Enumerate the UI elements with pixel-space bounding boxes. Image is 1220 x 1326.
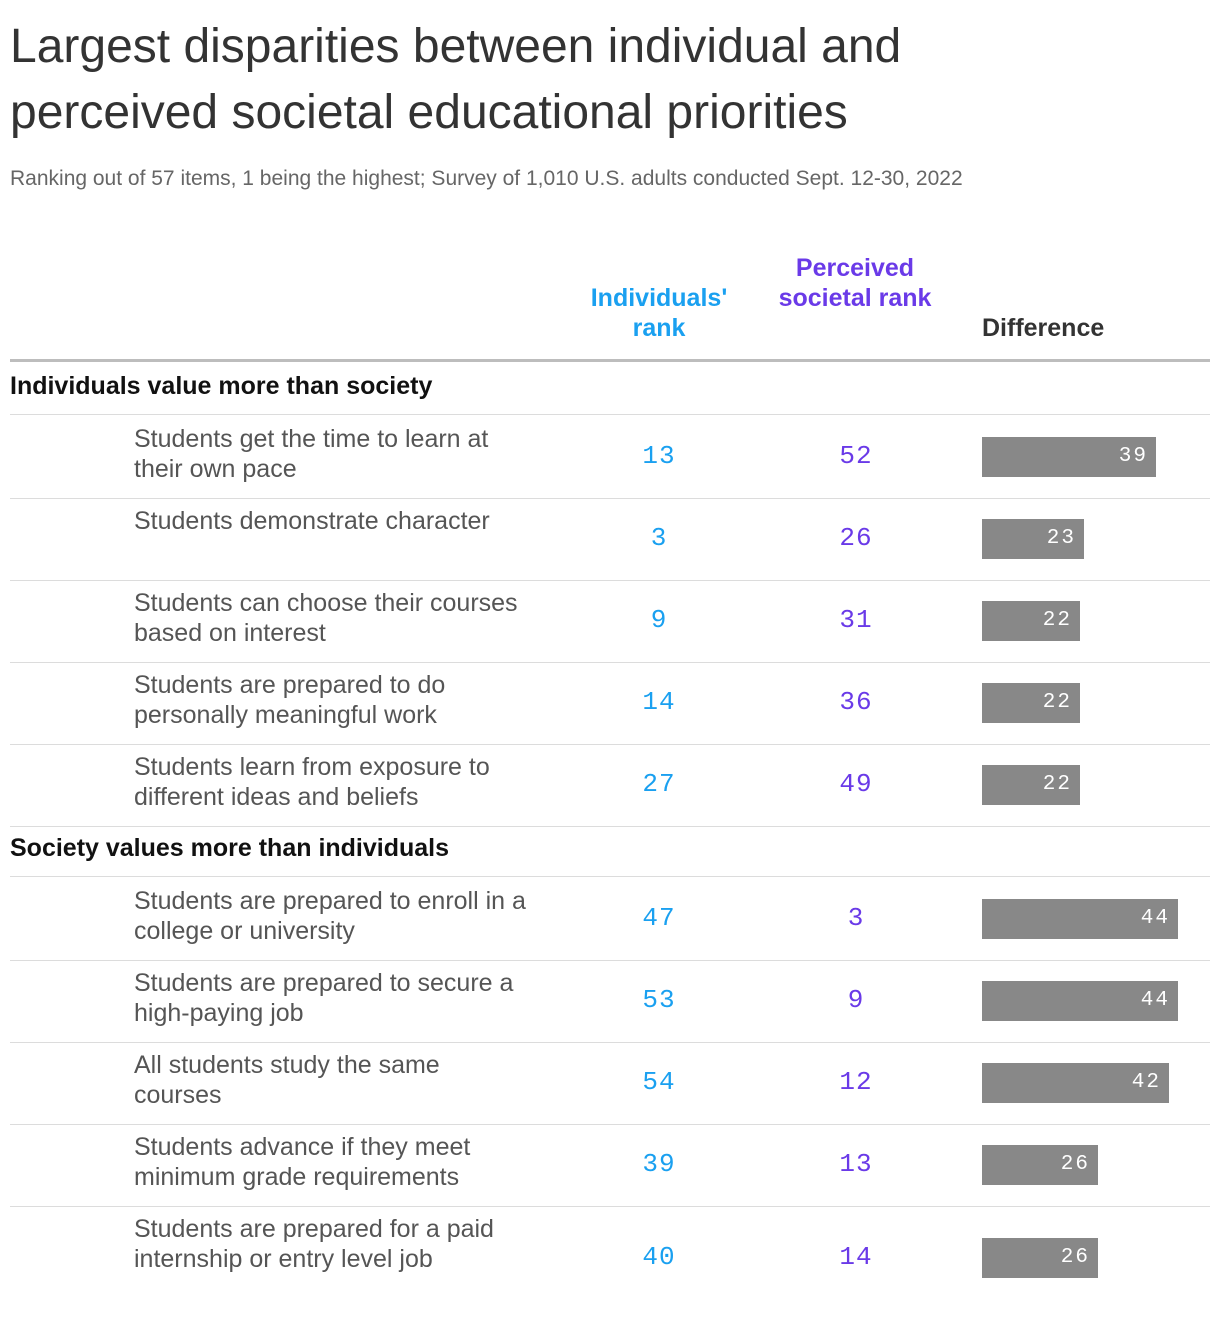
individual-rank-value: 40 [642, 1242, 676, 1272]
row-divider [10, 580, 1210, 581]
societal-rank-value: 9 [847, 985, 865, 1015]
row-label: Students advance if they meet minimum gr… [134, 1133, 471, 1191]
table-row: Students are prepared to secure a high-p… [0, 960, 1220, 1042]
section-heading: Society values more than individuals [10, 834, 450, 862]
individual-rank-value: 39 [642, 1149, 676, 1179]
row-divider [10, 1124, 1210, 1125]
difference-bar: 44 [982, 981, 1178, 1021]
individual-rank-value: 54 [642, 1067, 676, 1097]
societal-rank-value: 36 [839, 687, 873, 717]
difference-value: 26 [1060, 1246, 1090, 1269]
individual-rank-value: 27 [642, 769, 676, 799]
table-row: Students get the time to learn at their … [0, 416, 1220, 498]
individual-rank-value: 14 [642, 687, 676, 717]
societal-rank-value: 31 [839, 605, 873, 635]
row-label: Students are prepared to enroll in a col… [134, 887, 526, 945]
individual-rank-value: 3 [650, 523, 668, 553]
difference-value: 22 [1042, 609, 1072, 632]
chart-subtitle: Ranking out of 57 items, 1 being the hig… [10, 167, 963, 190]
row-divider [10, 1042, 1210, 1043]
difference-value: 44 [1140, 907, 1170, 930]
row-divider [10, 826, 1210, 827]
row-label: Students are prepared to do personally m… [134, 671, 446, 729]
difference-value: 39 [1118, 445, 1148, 468]
row-label: Students are prepared to secure a high-p… [134, 969, 514, 1027]
difference-bar: 42 [982, 1063, 1169, 1103]
individual-rank-value: 47 [642, 903, 676, 933]
row-divider [10, 662, 1210, 663]
difference-value: 26 [1060, 1153, 1090, 1176]
difference-bar: 26 [982, 1145, 1098, 1185]
table-row: All students study the same courses 54 12 4… [0, 1042, 1220, 1124]
table-row: Students learn from exposure to differen… [0, 744, 1220, 826]
row-divider [10, 744, 1210, 745]
societal-rank-value: 26 [839, 523, 873, 553]
row-label: Students can choose their courses based … [134, 589, 518, 647]
table-row: Students are prepared to do personally m… [0, 662, 1220, 744]
societal-rank-value: 3 [847, 903, 865, 933]
header-individual-rank: Individuals' rank [590, 284, 728, 342]
chart-title: Largest disparities between individual a… [10, 20, 902, 139]
table-row: Students are prepared to enroll in a col… [0, 878, 1220, 960]
table-row: Students can choose their courses based … [0, 580, 1220, 662]
difference-value: 23 [1046, 527, 1076, 550]
header-difference: Difference [982, 314, 1105, 342]
row-label: All students study the same courses [134, 1051, 440, 1109]
societal-rank-value: 14 [839, 1242, 873, 1272]
societal-rank-value: 13 [839, 1149, 873, 1179]
societal-rank-value: 52 [839, 441, 873, 471]
difference-value: 22 [1042, 773, 1072, 796]
header-divider [10, 359, 1210, 362]
difference-bar: 39 [982, 437, 1156, 477]
difference-bar: 22 [982, 601, 1080, 641]
societal-rank-value: 12 [839, 1067, 873, 1097]
row-divider [10, 960, 1210, 961]
header-societal-rank: Perceived societal rank [778, 254, 932, 312]
table-row: Students advance if they meet minimum gr… [0, 1124, 1220, 1206]
row-divider [10, 876, 1210, 877]
individual-rank-value: 9 [650, 605, 668, 635]
row-label: Students get the time to learn at their … [134, 425, 489, 483]
section-heading: Individuals value more than society [10, 372, 433, 400]
difference-value: 44 [1140, 989, 1170, 1012]
individual-rank-value: 53 [642, 985, 676, 1015]
table-row: Students demonstrate character 3 26 23 [0, 498, 1220, 580]
societal-rank-value: 49 [839, 769, 873, 799]
individual-rank-value: 13 [642, 441, 676, 471]
table-row: Students are prepared for a paid interns… [0, 1206, 1220, 1310]
row-divider [10, 1206, 1210, 1207]
row-label: Students are prepared for a paid interns… [134, 1215, 494, 1273]
difference-bar: 23 [982, 519, 1084, 559]
difference-value: 22 [1042, 691, 1072, 714]
difference-bar: 22 [982, 683, 1080, 723]
row-divider [10, 414, 1210, 415]
difference-bar: 26 [982, 1238, 1098, 1278]
row-divider [10, 498, 1210, 499]
difference-bar: 44 [982, 899, 1178, 939]
row-label: Students learn from exposure to differen… [134, 753, 490, 811]
difference-bar: 22 [982, 765, 1080, 805]
row-label: Students demonstrate character [134, 507, 490, 535]
difference-value: 42 [1131, 1071, 1161, 1094]
